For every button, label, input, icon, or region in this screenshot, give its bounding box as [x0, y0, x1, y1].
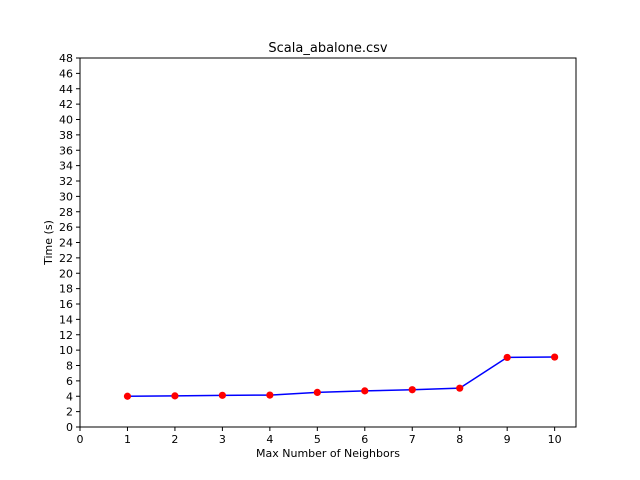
- x-tick-label: 1: [124, 433, 131, 446]
- y-tick-label: 46: [59, 67, 73, 80]
- y-tick-label: 26: [59, 221, 73, 234]
- y-tick-label: 0: [66, 421, 73, 434]
- y-axis-ticks: 0246810121416182022242628303234363840424…: [59, 52, 80, 434]
- y-tick-label: 38: [59, 129, 73, 142]
- series-line: [127, 356, 555, 397]
- data-point: [456, 384, 464, 392]
- data-point: [171, 392, 179, 400]
- x-tick-label: 10: [548, 433, 562, 446]
- x-tick-label: 7: [409, 433, 416, 446]
- data-point: [408, 386, 416, 394]
- data-points: [123, 353, 559, 400]
- x-tick-label: 4: [266, 433, 273, 446]
- x-tick-label: 9: [504, 433, 511, 446]
- y-tick-label: 20: [59, 267, 73, 280]
- y-tick-label: 32: [59, 175, 73, 188]
- y-tick-label: 40: [59, 114, 73, 127]
- x-tick-label: 6: [361, 433, 368, 446]
- y-tick-label: 6: [66, 375, 73, 388]
- y-tick-label: 44: [59, 83, 73, 96]
- y-tick-label: 16: [59, 298, 73, 311]
- x-tick-label: 8: [456, 433, 463, 446]
- y-tick-label: 48: [59, 52, 73, 65]
- y-tick-label: 14: [59, 313, 73, 326]
- data-point: [503, 353, 511, 362]
- y-tick-label: 22: [59, 252, 73, 265]
- chart-title: Scala_abalone.csv: [268, 41, 387, 56]
- y-tick-label: 10: [59, 344, 73, 357]
- y-tick-label: 12: [59, 329, 73, 342]
- y-tick-label: 4: [66, 390, 73, 403]
- x-tick-label: 0: [77, 433, 84, 446]
- y-tick-label: 24: [59, 237, 73, 250]
- data-point: [361, 387, 369, 395]
- data-point: [123, 392, 132, 400]
- x-tick-label: 2: [171, 433, 178, 446]
- y-tick-label: 36: [59, 144, 73, 157]
- x-tick-label: 5: [314, 433, 321, 446]
- data-point: [218, 391, 226, 399]
- y-tick-label: 2: [66, 406, 73, 419]
- y-tick-label: 18: [59, 283, 73, 296]
- y-axis-label: Time (s): [42, 220, 55, 266]
- data-point: [266, 391, 274, 399]
- y-tick-label: 42: [59, 98, 73, 111]
- y-tick-label: 30: [59, 190, 73, 203]
- data-point: [313, 388, 321, 397]
- y-tick-label: 28: [59, 206, 73, 219]
- x-axis-ticks: 0 1 2 3 4 5 6 7 8 9 10: [77, 427, 562, 446]
- x-tick-label: 3: [219, 433, 226, 446]
- y-tick-label: 8: [66, 360, 73, 373]
- y-tick-label: 34: [59, 160, 73, 173]
- data-point: [551, 353, 559, 361]
- plot-area-frame: [79, 57, 577, 428]
- x-axis-label: Max Number of Neighbors: [256, 447, 400, 460]
